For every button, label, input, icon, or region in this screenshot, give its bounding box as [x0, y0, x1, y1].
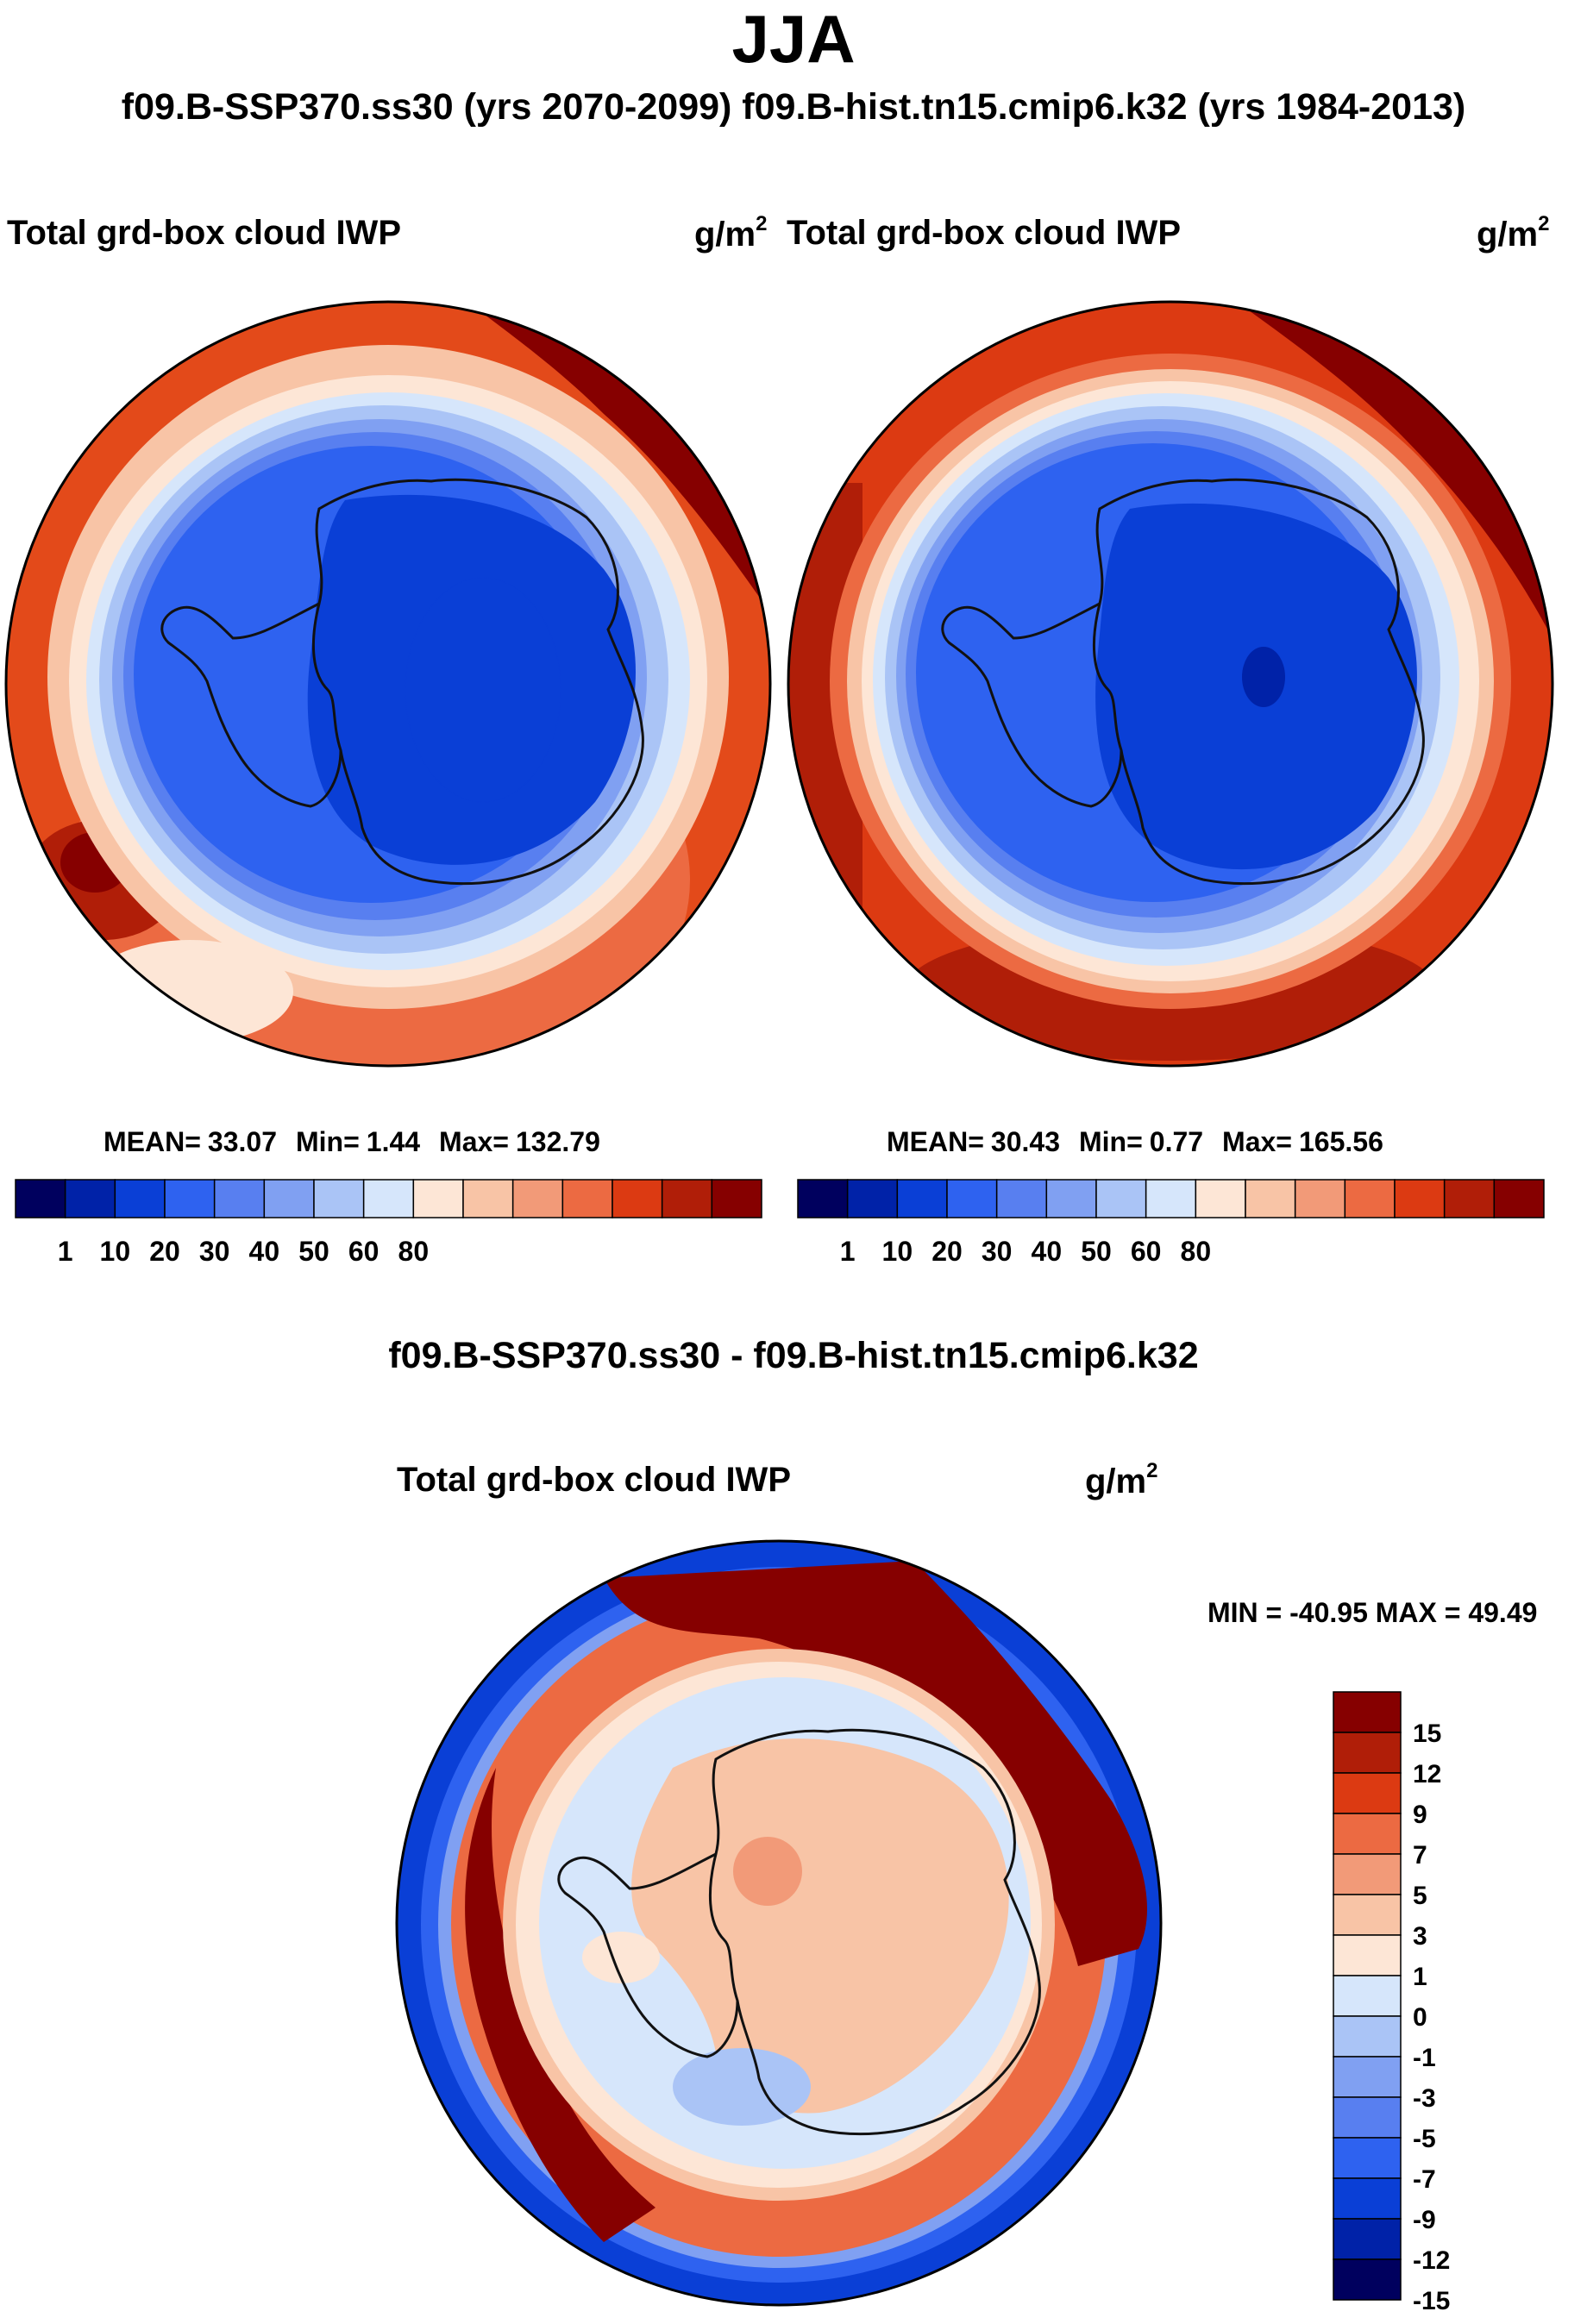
- colorbar-3-tick-label: -9: [1413, 2206, 1436, 2234]
- colorbar-3-tick-label: 15: [1413, 1720, 1441, 1748]
- colorbar-2-tick-label: 60: [1131, 1236, 1162, 1267]
- colorbar-1-swatch: [15, 1179, 66, 1218]
- colorbar-1-tick-label: 20: [149, 1236, 180, 1267]
- colorbar-3-swatch: [1333, 2137, 1402, 2179]
- colorbar-3-swatch: [1333, 2056, 1402, 2098]
- colorbar-3-tick-label: -7: [1413, 2165, 1436, 2194]
- colorbar-1-swatch: [114, 1179, 166, 1218]
- colorbar-2-swatch: [1344, 1179, 1396, 1218]
- colorbar-panel-2: 1 10 20 30 40 50 60 80: [797, 1179, 1545, 1267]
- figure-title: JJA: [731, 1, 856, 77]
- colorbar-3-tick-label: 5: [1413, 1882, 1427, 1910]
- colorbar-3-tick-label: -3: [1413, 2084, 1436, 2113]
- colorbar-1-swatch: [462, 1179, 514, 1218]
- panel1-units: g/m2: [694, 212, 768, 254]
- colorbar-panel-1: 1 10 20 30 40 50 60 80: [15, 1179, 762, 1267]
- colorbar-2-swatch: [1145, 1179, 1197, 1218]
- colorbar-2-swatch: [1443, 1179, 1496, 1218]
- colorbar-2-swatch: [1294, 1179, 1346, 1218]
- colorbar-1-swatch: [711, 1179, 762, 1218]
- colorbar-3-swatch: [1333, 1691, 1402, 1733]
- colorbar-2-tick-label: 50: [1081, 1236, 1112, 1267]
- colorbar-1-swatch: [511, 1179, 564, 1218]
- colorbar-3-swatch: [1333, 2015, 1402, 2058]
- colorbar-1-tick-label: 30: [199, 1236, 230, 1267]
- map-panel-2: [787, 300, 1554, 1068]
- colorbar-3-tick-label: 1: [1413, 1963, 1427, 1991]
- colorbar-1-swatch: [64, 1179, 116, 1218]
- figure-subtitle: f09.B-SSP370.ss30 (yrs 2070-2099) f09.B-…: [121, 86, 1466, 128]
- colorbar-3-tick-label: 0: [1413, 2003, 1427, 2032]
- colorbar-3-swatch: [1333, 2218, 1402, 2260]
- colorbar-3-tick-label: 3: [1413, 1922, 1427, 1951]
- difference-variable-label: Total grd-box cloud IWP: [397, 1461, 791, 1499]
- colorbar-1-tick-label: 80: [398, 1236, 430, 1267]
- colorbar-3-swatch: [1333, 1894, 1402, 1936]
- colorbar-3-swatch: [1333, 1934, 1402, 1976]
- colorbar-2-swatch: [896, 1179, 948, 1218]
- colorbar-1-tick-label: 1: [58, 1236, 73, 1267]
- map-panel-1: [4, 300, 772, 1068]
- colorbar-1-swatch: [213, 1179, 266, 1218]
- colorbar-3-tick-label: 7: [1413, 1841, 1427, 1870]
- panel2-stats: MEAN= 30.43 Min= 0.77 Max= 165.56: [887, 1126, 1383, 1157]
- map-3-boundary: [395, 1539, 1163, 2307]
- colorbar-3-tick-label: -12: [1413, 2246, 1450, 2275]
- map-1-boundary: [4, 300, 772, 1068]
- colorbar-2-swatch: [1245, 1179, 1296, 1218]
- colorbar-3-tick-label: 12: [1413, 1760, 1441, 1788]
- colorbar-3-swatch: [1333, 2096, 1402, 2139]
- colorbar-2-tick-label: 30: [982, 1236, 1013, 1267]
- colorbar-1-tick-label: 10: [100, 1236, 131, 1267]
- colorbar-3-tick-label: -5: [1413, 2125, 1436, 2153]
- colorbar-1-swatch: [612, 1179, 663, 1218]
- panel2-variable-label: Total grd-box cloud IWP: [787, 214, 1181, 252]
- colorbar-1-swatch: [661, 1179, 713, 1218]
- colorbar-2-tick-label: 1: [840, 1236, 856, 1267]
- colorbar-2-tick-label: 10: [882, 1236, 913, 1267]
- colorbar-1-swatch: [412, 1179, 464, 1218]
- colorbar-1-tick-label: 40: [249, 1236, 280, 1267]
- colorbar-3-tick-label: -15: [1413, 2287, 1450, 2315]
- colorbar-difference: 15 12 9 7 5 3 1 0 -1 -3 -5 -7 -9 -12 -15: [1333, 1691, 1450, 2315]
- colorbar-2-tick-label: 80: [1181, 1236, 1212, 1267]
- panel1-variable-label: Total grd-box cloud IWP: [7, 214, 401, 252]
- difference-minmax: MIN = -40.95 MAX = 49.49: [1208, 1597, 1538, 1628]
- colorbar-2-tick-label: 40: [1032, 1236, 1063, 1267]
- colorbar-1-swatch: [263, 1179, 315, 1218]
- colorbar-3-tick-label: 9: [1413, 1801, 1427, 1829]
- colorbar-3-swatch: [1333, 1813, 1402, 1855]
- colorbar-2-swatch: [1045, 1179, 1097, 1218]
- colorbar-3-swatch: [1333, 2177, 1402, 2220]
- colorbar-1-tick-label: 50: [298, 1236, 329, 1267]
- colorbar-2-tick-label: 20: [932, 1236, 963, 1267]
- colorbar-1-tick-label: 60: [348, 1236, 380, 1267]
- colorbar-2-swatch: [1095, 1179, 1147, 1218]
- colorbar-1-swatch: [164, 1179, 216, 1218]
- colorbar-1-swatch: [561, 1179, 613, 1218]
- colorbar-3-swatch: [1333, 2258, 1402, 2301]
- colorbar-2-swatch: [1195, 1179, 1246, 1218]
- colorbar-3-tick-label: -1: [1413, 2044, 1436, 2072]
- colorbar-3-swatch: [1333, 1975, 1402, 2017]
- colorbar-2-swatch: [946, 1179, 998, 1218]
- colorbar-3-swatch: [1333, 1853, 1402, 1895]
- difference-units: g/m2: [1085, 1459, 1158, 1500]
- colorbar-3-swatch: [1333, 1772, 1402, 1814]
- colorbar-2-swatch: [797, 1179, 849, 1218]
- panel2-units: g/m2: [1477, 212, 1550, 254]
- colorbar-1-swatch: [313, 1179, 365, 1218]
- colorbar-1-swatch: [362, 1179, 415, 1218]
- colorbar-3-swatch: [1333, 1732, 1402, 1774]
- map-panel-difference: [395, 1539, 1163, 2307]
- colorbar-2-swatch: [995, 1179, 1048, 1218]
- colorbar-2-swatch: [1493, 1179, 1545, 1218]
- colorbar-2-swatch: [1394, 1179, 1446, 1218]
- colorbar-2-swatch: [846, 1179, 899, 1218]
- difference-title: f09.B-SSP370.ss30 - f09.B-hist.tn15.cmip…: [388, 1335, 1199, 1376]
- map-2-boundary: [787, 300, 1554, 1068]
- panel1-stats: MEAN= 33.07 Min= 1.44 Max= 132.79: [104, 1126, 600, 1157]
